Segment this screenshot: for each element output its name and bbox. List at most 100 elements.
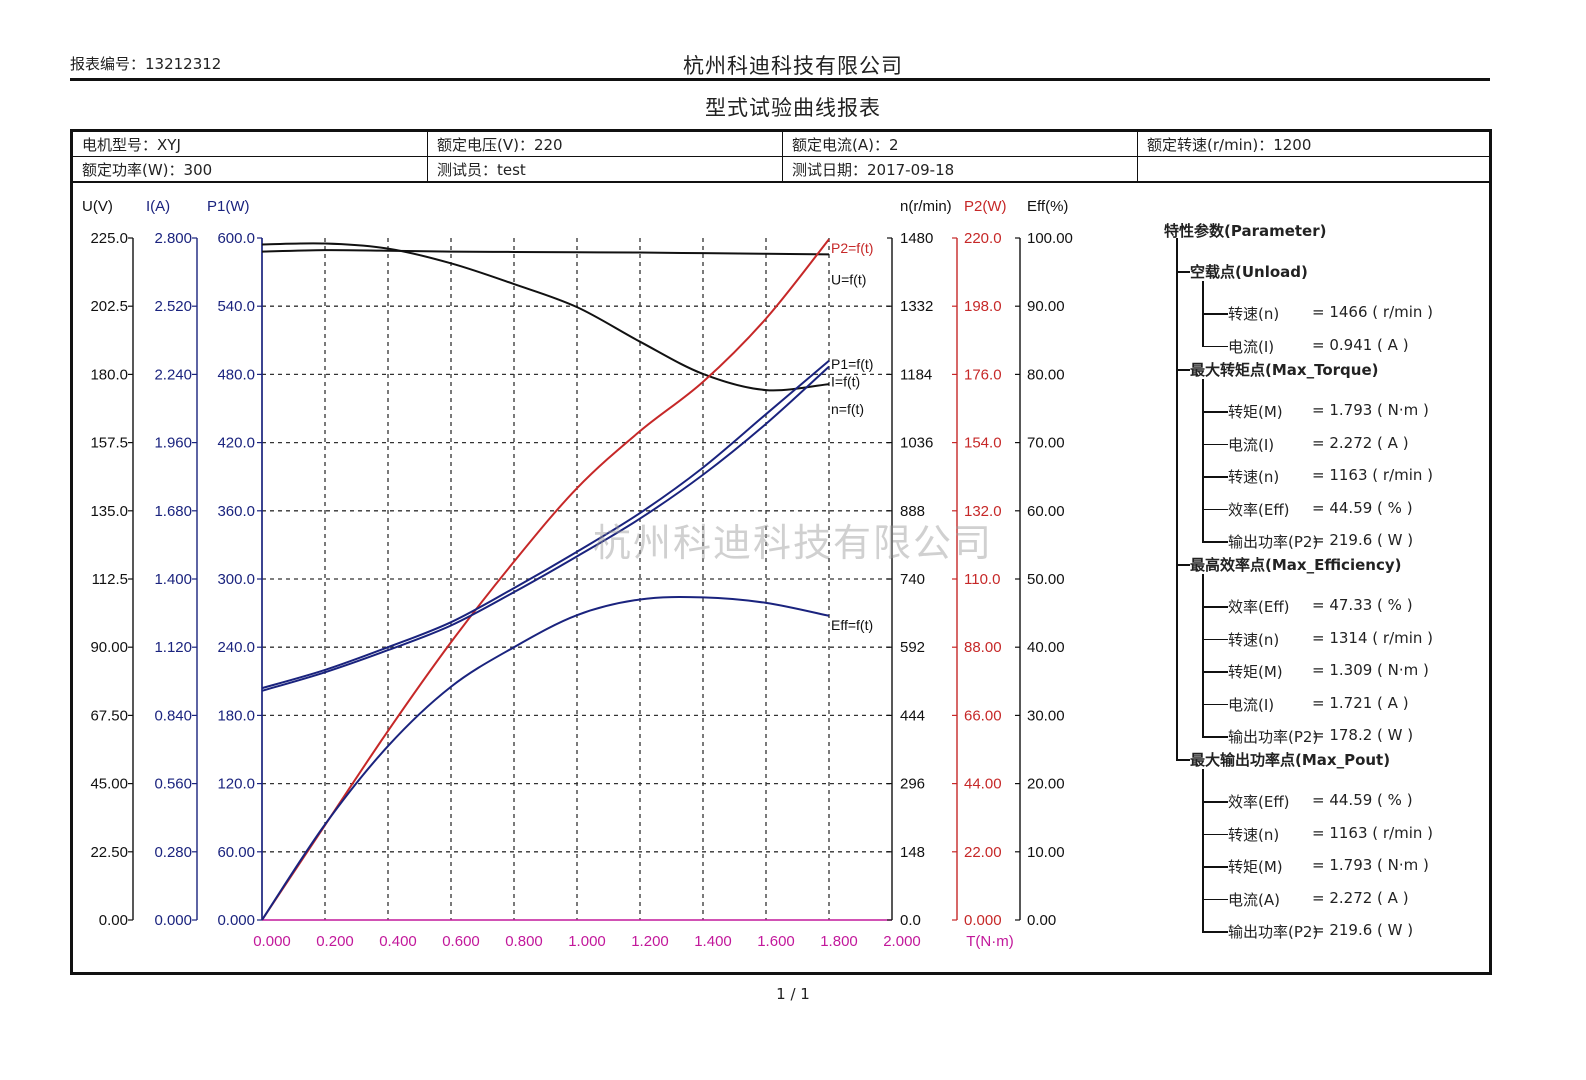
parameter-item-value: = 2.272 ( A ) [1312,433,1409,452]
left-tick-label: 1.400 [154,571,192,588]
right-tick-label: 110.0 [964,571,1000,588]
right-tick-label: 198.0 [964,298,1002,315]
right-tick-label: 30.00 [1027,707,1065,724]
left-axis-unit-1: I(A) [146,198,170,215]
parameter-item-label: 输出功率(P2) [1228,923,1319,941]
series-label: P2=f(t) [831,240,873,256]
x-tick-label: 1.800 [820,933,858,950]
tree-line [1202,411,1228,413]
parameter-item-value: = 1.793 ( N·m ) [1312,856,1429,874]
x-tick-label: 1.600 [757,933,795,950]
parameter-group-title: 最大转矩点(Max_Torque) [1190,361,1379,379]
left-axis-unit-2: P1(W) [207,198,250,215]
right-tick-label: 20.00 [1027,776,1065,793]
tree-line [1202,801,1228,803]
parameter-item-value: = 178.2 ( W ) [1312,726,1414,744]
tree-line [1202,379,1204,541]
left-tick-label: 2.520 [154,298,192,315]
right-tick-label: 100.00 [1027,230,1073,247]
chart-grid [262,238,892,920]
right-axis-unit-1: P2(W) [964,198,1007,215]
right-tick-label: 176.0 [964,366,1002,383]
parameter-item-label: 输出功率(P2) [1228,728,1319,746]
right-tick-label: 0.000 [964,912,1002,929]
header-divider [70,78,1490,81]
parameter-item-label: 电流(I) [1228,337,1275,356]
parameter-item-value: = 1.793 ( N·m ) [1312,401,1429,419]
x-tick-label: 1.400 [694,933,732,950]
report-number: 报表编号：13212312 [70,55,222,73]
x-tick-label: 1.000 [568,933,606,950]
x-tick-label: 2.000 [883,933,921,950]
right-tick-label: 40.00 [1027,639,1065,656]
x-tick-label: 0.200 [316,933,354,950]
tree-line [1202,769,1204,931]
left-tick-label: 540.0 [217,298,255,315]
left-tick-label: 0.840 [154,707,192,724]
tree-line [1202,703,1228,705]
parameter-item-value: = 219.6 ( W ) [1312,531,1414,549]
tree-line [1176,759,1190,761]
tree-line [1202,443,1228,445]
parameter-item-label: 转速(n) [1228,305,1280,323]
right-tick-label: 0.00 [1027,912,1056,929]
parameter-item-value: = 1163 ( r/min ) [1312,466,1434,484]
parameter-group-title: 空载点(Unload) [1190,263,1308,281]
right-tick-label: 444 [900,707,925,724]
right-tick-label: 132.0 [964,503,1002,520]
x-tick-label: 0.600 [442,933,480,950]
left-tick-label: 420.0 [217,435,255,452]
right-tick-label: 296 [900,776,925,793]
parameter-item-label: 转速(n) [1228,825,1280,844]
parameter-item-label: 输出功率(P2) [1228,533,1319,551]
page-number: 1 / 1 [776,985,810,1003]
right-tick-label: 1332 [900,298,933,315]
left-tick-label: 300.0 [217,571,255,588]
info-cell-empty [1137,156,1489,183]
left-tick-label: 112.5 [92,571,128,588]
parameter-item-label: 效率(Eff) [1228,500,1290,519]
parameter-item-value: = 44.59 ( % ) [1312,791,1413,809]
parameter-item-value: = 1.721 ( A ) [1312,693,1409,712]
tree-line [1202,345,1228,347]
series-line-effft [261,596,830,921]
tree-line [1202,931,1228,933]
tree-line [1202,574,1204,736]
right-tick-label: 90.00 [1027,298,1065,315]
left-tick-label: 157.5 [90,435,128,452]
right-tick-label: 1480 [900,230,933,247]
series-line-nft [261,242,830,392]
series-label: Eff=f(t) [831,617,873,633]
parameter-item-label: 转矩(M) [1228,858,1283,876]
tree-line [1202,736,1228,738]
tree-line [1176,238,1178,759]
tree-line [1202,606,1228,608]
right-tick-label: 88.00 [964,639,1002,656]
series-label: n=f(t) [831,401,864,417]
parameter-item-value: = 44.59 ( % ) [1312,498,1413,517]
left-tick-label: 22.50 [90,844,128,861]
chart-tick-labels: U(V) 0.00 22.50 45.00 67.50 90.00 112.5 135.0 15… [82,198,1073,950]
left-tick-label: 0.560 [154,776,192,793]
right-tick-label: 220.0 [964,230,1002,247]
info-cell-test-date: 测试日期：2017-09-18 [782,156,1138,183]
info-cell-rated-voltage: 额定电压(V)：220 [427,132,783,157]
left-tick-label: 0.000 [154,912,192,929]
left-tick-label: 90.00 [90,639,128,656]
left-tick-label: 2.240 [154,366,192,383]
left-tick-label: 45.00 [90,776,128,793]
series-label: U=f(t) [831,271,866,287]
left-tick-label: 1.120 [154,639,192,656]
parameter-item-label: 转矩(M) [1228,663,1283,681]
parameter-group-title: 最大输出功率点(Max_Pout) [1190,751,1391,769]
right-tick-label: 740 [900,571,925,588]
parameter-item-value: = 1.309 ( N·m ) [1312,661,1429,679]
parameter-item-label: 转速(n) [1228,468,1280,486]
info-row-2: 额定功率(W)：300 测试员：test 测试日期：2017-09-18 [73,156,1489,183]
left-tick-label: 0.280 [154,844,192,861]
parameter-item-label: 效率(Eff) [1228,598,1290,616]
left-axis-unit-0: U(V) [82,198,113,215]
left-tick-label: 2.800 [154,230,192,247]
motor-info-table: 电机型号：XYJ 额定电压(V)：220 额定电流(A)：2 额定转速(r/mi… [73,132,1489,183]
